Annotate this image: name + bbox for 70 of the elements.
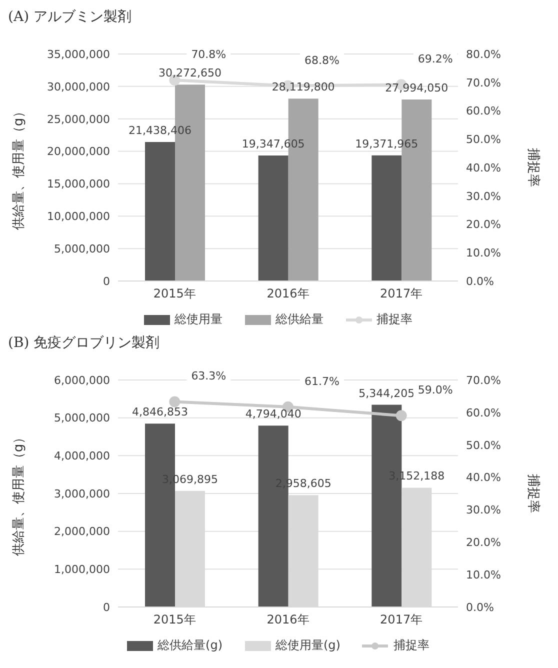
y2-tick-label: 20.0% [466,536,501,550]
y-tick-label: 15,000,000 [47,178,110,191]
y2-tick-label: 70.0% [466,374,501,387]
data-label: 63.3% [191,370,226,383]
y2-tick-label: 70.0% [466,76,501,90]
y2-tick-label: 50.0% [466,133,501,146]
x-tick-label: 2016年 [266,286,310,301]
y-tick-label: 2,000,000 [54,525,110,538]
data-label: 19,347,605 [242,138,305,151]
y-axis-title: 供給量、使用量（g） [12,430,27,556]
legend-label: 総供給量 [276,311,324,328]
y2-tick-label: 30.0% [466,504,501,517]
y2-tick-label: 80.0% [466,48,501,61]
y-tick-label: 20,000,000 [47,145,110,158]
y2-tick-label: 50.0% [466,438,501,452]
point [396,410,407,422]
y2-axis-title: 捕捉率 [525,148,542,187]
y-tick-label: 1,000,000 [54,563,110,576]
y2-tick-label: 20.0% [466,218,501,232]
legend-label: 総供給量(g) [158,637,222,654]
data-label: 28,119,800 [272,80,335,94]
y-tick-label: 0 [103,274,110,288]
x-tick-label: 2016年 [266,612,310,627]
bar [145,142,175,281]
point [169,396,180,408]
data-label: 59.0% [418,384,453,397]
data-label: 4,794,040 [245,408,302,421]
data-label: 21,438,406 [128,124,192,137]
y-tick-label: 30,000,000 [47,80,110,94]
data-label: 27,994,050 [385,81,448,94]
y-axis-title: 供給量、使用量（g） [12,104,27,230]
y-tick-label: 5,000,000 [54,412,110,425]
y-tick-label: 6,000,000 [54,374,110,387]
y2-tick-label: 40.0% [466,471,501,484]
y-tick-label: 25,000,000 [47,112,110,126]
x-tick-label: 2017年 [380,612,423,627]
data-label: 68.8% [304,54,340,67]
y2-tick-label: 60.0% [466,406,501,420]
data-label: 4,846,853 [132,406,188,419]
y-tick-label: 3,000,000 [54,487,110,500]
y2-tick-label: 40.0% [466,161,501,174]
x-tick-label: 2017年 [380,286,423,301]
y2-axis-title: 捕捉率 [525,474,542,513]
data-label: 19,371,965 [355,137,418,150]
y2-tick-label: 0.0% [466,600,494,614]
y-tick-label: 5,000,000 [54,242,110,256]
legend-label: 捕捉率 [393,637,430,654]
data-label: 61.7% [304,374,340,388]
y-tick-label: 4,000,000 [54,450,110,463]
data-label: 5,344,205 [358,386,415,400]
bar [372,155,402,281]
y2-tick-label: 10.0% [466,246,501,260]
y-tick-label: 10,000,000 [47,210,110,224]
legend-label: 総使用量(g) [276,637,340,654]
y2-tick-label: 0.0% [466,274,494,288]
y2-tick-label: 30.0% [466,190,501,203]
bar [258,156,288,281]
legend-label: 総使用量 [174,311,222,328]
data-label: 70.8% [191,48,226,62]
legend-label: 捕捉率 [376,311,412,328]
y2-tick-label: 60.0% [466,104,501,118]
chart-title: (B) 免疫グロブリン製剤 [8,334,161,353]
chart-title: (A) アルブミン製剤 [8,8,132,27]
x-tick-label: 2015年 [153,612,196,627]
x-tick-label: 2015年 [153,286,196,301]
data-label: 30,272,650 [158,66,222,80]
y-tick-label: 35,000,000 [47,48,110,61]
data-label: 69.2% [418,52,453,66]
y-tick-label: 0 [103,600,110,614]
y2-tick-label: 10.0% [466,568,501,582]
